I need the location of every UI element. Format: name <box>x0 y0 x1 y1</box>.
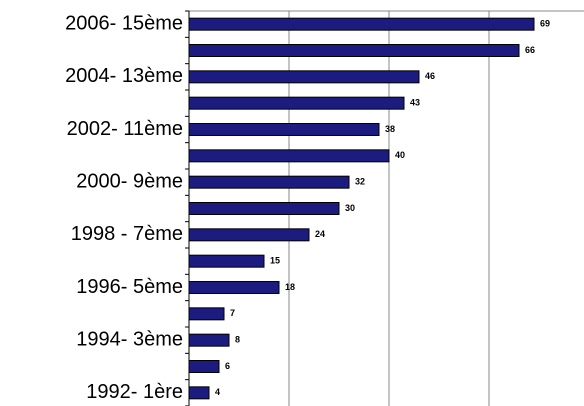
value-label: 38 <box>385 124 395 134</box>
bar <box>188 149 390 163</box>
bar <box>188 175 350 189</box>
y-tick-label: 1998 - 7ème <box>71 223 183 245</box>
value-label: 7 <box>230 308 235 318</box>
bar <box>188 123 380 136</box>
value-label: 18 <box>285 282 295 292</box>
value-label: 6 <box>225 361 230 371</box>
y-tick-label: 1996- 5ème <box>76 276 183 298</box>
value-label: 32 <box>355 177 365 187</box>
bar <box>188 360 220 373</box>
bar <box>188 254 265 268</box>
value-label: 4 <box>215 387 220 397</box>
y-tick-label: 2004- 13ème <box>65 65 183 87</box>
value-label: 15 <box>270 256 280 266</box>
value-label: 30 <box>345 203 355 213</box>
bar <box>188 96 405 110</box>
bar <box>188 228 310 242</box>
y-tick-label: 1994- 3ème <box>76 328 183 350</box>
value-label: 43 <box>410 98 420 108</box>
bar <box>188 202 340 215</box>
bar <box>188 333 230 347</box>
bar <box>188 70 420 84</box>
bar <box>188 386 210 400</box>
bar <box>188 17 535 31</box>
bar <box>188 281 280 294</box>
value-label: 69 <box>540 19 550 29</box>
value-label: 46 <box>425 71 435 81</box>
value-label: 66 <box>525 45 535 55</box>
value-label: 40 <box>395 150 405 160</box>
value-label: 24 <box>315 229 325 239</box>
y-tick-label: 2002- 11ème <box>67 118 183 140</box>
y-tick-label: 1992- 1ère <box>86 381 183 403</box>
bar <box>188 44 520 57</box>
bar <box>188 307 225 321</box>
y-tick-label: 2006- 15ème <box>65 12 183 34</box>
y-tick-label: 2000- 9ème <box>76 170 183 192</box>
value-label: 8 <box>235 335 240 345</box>
